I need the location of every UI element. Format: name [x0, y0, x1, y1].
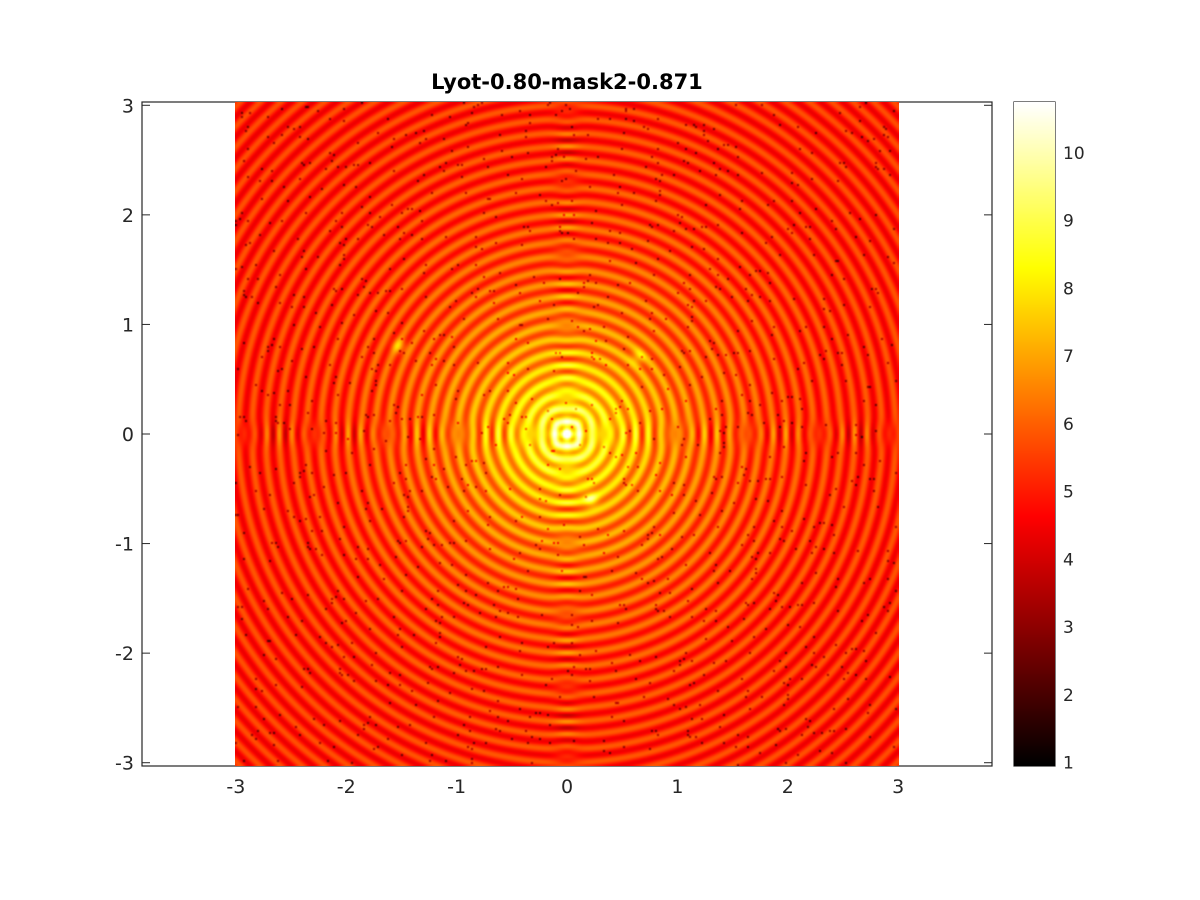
- colorbar-tick-label: 8: [1063, 279, 1074, 299]
- y-tick-label: -3: [115, 753, 134, 775]
- x-tick-label: 0: [561, 776, 573, 798]
- colorbar-tick-label: 1: [1063, 754, 1074, 774]
- x-tick-label: 1: [671, 776, 683, 798]
- y-tick-label: 1: [122, 314, 134, 336]
- heatmap-image: [235, 102, 899, 766]
- colorbar-gradient: [1014, 102, 1055, 766]
- colorbar-tick-label: 2: [1063, 686, 1074, 706]
- colorbar-tick-label: 9: [1063, 212, 1074, 232]
- y-tick-label: -1: [115, 534, 134, 556]
- colorbar-tick-label: 6: [1063, 415, 1074, 435]
- colorbar-tick-label: 3: [1063, 618, 1074, 638]
- colorbar-tick-label: 10: [1063, 144, 1085, 164]
- x-tick-label: -1: [447, 776, 466, 798]
- colorbar-tick-label: 7: [1063, 347, 1074, 367]
- y-tick-label: -2: [115, 643, 134, 665]
- y-axis-ticks: 3 2 1 0 -1 -2 -3: [115, 95, 992, 775]
- y-tick-label: 0: [122, 424, 134, 446]
- chart-title: Lyot-0.80-mask2-0.871: [431, 70, 703, 94]
- x-tick-label: -3: [226, 776, 245, 798]
- colorbar-tick-label: 5: [1063, 483, 1074, 503]
- x-tick-label: 3: [892, 776, 904, 798]
- colorbar-tick-label: 4: [1063, 550, 1074, 570]
- x-tick-label: -2: [337, 776, 356, 798]
- x-tick-label: 2: [782, 776, 794, 798]
- y-tick-label: 2: [122, 205, 134, 227]
- y-tick-label: 3: [122, 95, 134, 117]
